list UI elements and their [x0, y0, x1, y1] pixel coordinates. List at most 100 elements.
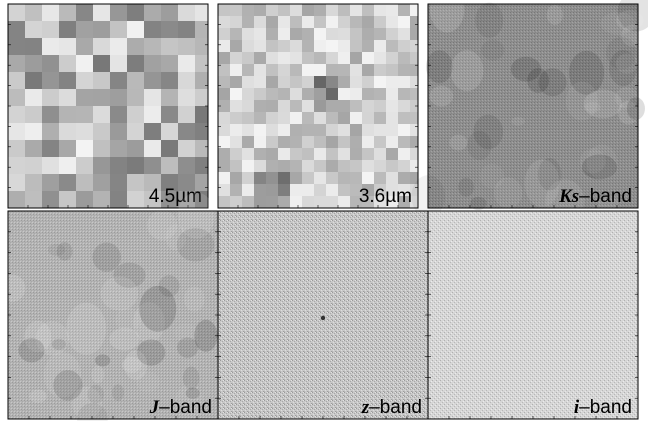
- pixel-cell: [410, 112, 418, 124]
- pixel-cell: [290, 4, 302, 16]
- pixel-cell: [398, 172, 410, 184]
- pixel-cell: [338, 172, 350, 184]
- pixel-cell: [386, 196, 398, 208]
- pixel-cell: [242, 64, 254, 76]
- pixel-cell: [8, 38, 25, 55]
- pixel-cell: [76, 123, 93, 140]
- mottle-blob: [0, 274, 26, 302]
- pixel-cell: [362, 76, 374, 88]
- panel-frame: [7, 3, 209, 209]
- pixel-cell: [195, 55, 208, 72]
- pixel-cell: [326, 136, 338, 148]
- pixel-cell: [410, 196, 418, 208]
- pixel-cell: [290, 28, 302, 40]
- pixel-cell: [350, 40, 362, 52]
- mottle-blob: [481, 39, 505, 61]
- pixel-cell: [302, 100, 314, 112]
- pixel-cell: [302, 88, 314, 100]
- pixel-cell: [362, 52, 374, 64]
- pixel-cell: [314, 76, 326, 88]
- pixel-cell: [350, 4, 362, 16]
- pixel-cell: [410, 64, 418, 76]
- pixel-cell: [350, 172, 362, 184]
- mottle-blob: [583, 89, 623, 119]
- pixel-cell: [398, 28, 410, 40]
- pixel-cell: [178, 4, 195, 21]
- pixel-cell: [8, 89, 25, 106]
- pixel-cell: [178, 38, 195, 55]
- pixel-cell: [398, 124, 410, 136]
- mottle-blob: [146, 210, 178, 241]
- pixel-cell: [266, 136, 278, 148]
- pixel-cell: [195, 89, 208, 106]
- pixel-cell: [161, 89, 178, 106]
- pixel-cell: [42, 21, 59, 38]
- pixel-cell: [326, 52, 338, 64]
- pixel-cell: [93, 174, 110, 191]
- pixel-cell: [374, 16, 386, 28]
- pixel-cell: [42, 123, 59, 140]
- mottle-blob: [617, 0, 648, 32]
- pixel-cell: [302, 76, 314, 88]
- pixel-cell: [314, 28, 326, 40]
- pixel-cell: [374, 112, 386, 124]
- pixel-cell: [144, 106, 161, 123]
- pixel-cell: [362, 172, 374, 184]
- pixel-cell: [302, 184, 314, 196]
- mottle-blob: [546, 4, 563, 25]
- pixel-cell: [8, 157, 25, 174]
- pixel-cell: [278, 100, 290, 112]
- mottle-blob: [568, 50, 605, 95]
- pixel-cell: [338, 100, 350, 112]
- pixel-cell: [302, 148, 314, 160]
- panel-p6: i–band: [427, 210, 639, 420]
- pixel-cell: [374, 196, 386, 208]
- pixel-cell: [110, 89, 127, 106]
- pixel-cell: [127, 21, 144, 38]
- pixel-cell: [254, 88, 266, 100]
- pixel-cell: [386, 16, 398, 28]
- panel-texture: [428, 4, 638, 208]
- pixel-cell: [278, 40, 290, 52]
- mottle-blob: [450, 50, 484, 92]
- pixel-cell: [326, 196, 338, 208]
- mottle-blob: [158, 275, 180, 297]
- panel-frame: [427, 3, 639, 209]
- pixel-cell: [25, 4, 42, 21]
- pixel-cell: [350, 124, 362, 136]
- pixel-cell: [290, 172, 302, 184]
- pixel-cell: [144, 55, 161, 72]
- pixel-cell: [326, 124, 338, 136]
- pixel-cell: [314, 4, 326, 16]
- pixel-cell: [386, 124, 398, 136]
- pixel-cell: [93, 4, 110, 21]
- pixel-cell: [230, 28, 242, 40]
- pixel-cell: [350, 28, 362, 40]
- pixel-cell: [410, 28, 418, 40]
- mottle-blob: [77, 403, 108, 421]
- pixel-cell: [302, 124, 314, 136]
- mottle-blob: [174, 323, 198, 342]
- pixel-cell: [386, 172, 398, 184]
- pixel-cell: [161, 106, 178, 123]
- pixel-cell: [410, 52, 418, 64]
- pixel-cell: [110, 21, 127, 38]
- pixel-cell: [266, 76, 278, 88]
- mottle-blob: [135, 371, 160, 393]
- pixel-cell: [386, 88, 398, 100]
- pixel-cell: [254, 112, 266, 124]
- pixel-cell: [374, 52, 386, 64]
- pixel-cell: [398, 112, 410, 124]
- pixel-cell: [42, 157, 59, 174]
- pixel-cell: [338, 160, 350, 172]
- pixel-cell: [290, 160, 302, 172]
- pixel-cell: [76, 157, 93, 174]
- pixel-cell: [266, 40, 278, 52]
- pixel-cell: [93, 191, 110, 208]
- panel-label: z–band: [361, 397, 422, 418]
- pixel-cell: [195, 38, 208, 55]
- mottle-blob: [111, 384, 124, 401]
- pixel-cell: [326, 4, 338, 16]
- panel-texture: [8, 211, 218, 419]
- pixel-cell: [314, 184, 326, 196]
